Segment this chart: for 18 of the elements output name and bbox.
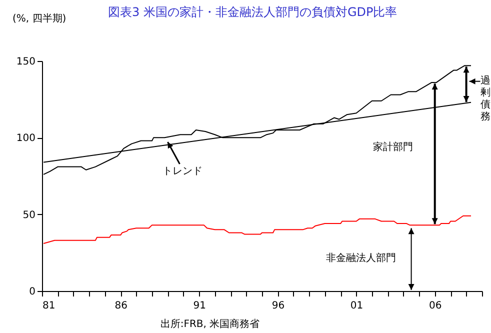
x-tick-label: 96 [272,300,285,312]
x-tick-label: 91 [193,300,206,312]
y-tick-label: 0 [29,286,36,298]
y-axis-title: (%, 四半期) [12,12,66,24]
x-tick-label: 81 [42,300,56,312]
line-series [43,215,472,244]
x-tick-label: 86 [114,300,128,312]
annotation: トレンド [162,166,203,177]
y-tick-label: 150 [16,56,36,68]
annotation: 家計部門 [373,141,413,153]
x-tick-label: 01 [350,300,364,312]
x-tick-label: 06 [428,300,442,312]
annotation: 非金融法人部門 [326,252,396,264]
y-tick-label: 50 [22,210,36,221]
annotation: 過剰債務 [480,76,490,123]
text: 出所:FRB, 米国商務省 [160,318,260,330]
chart-title: 図表3 米国の家計・非金融法人部門の負債対GDP比率 [108,5,398,19]
y-tick-label: 100 [16,133,36,144]
